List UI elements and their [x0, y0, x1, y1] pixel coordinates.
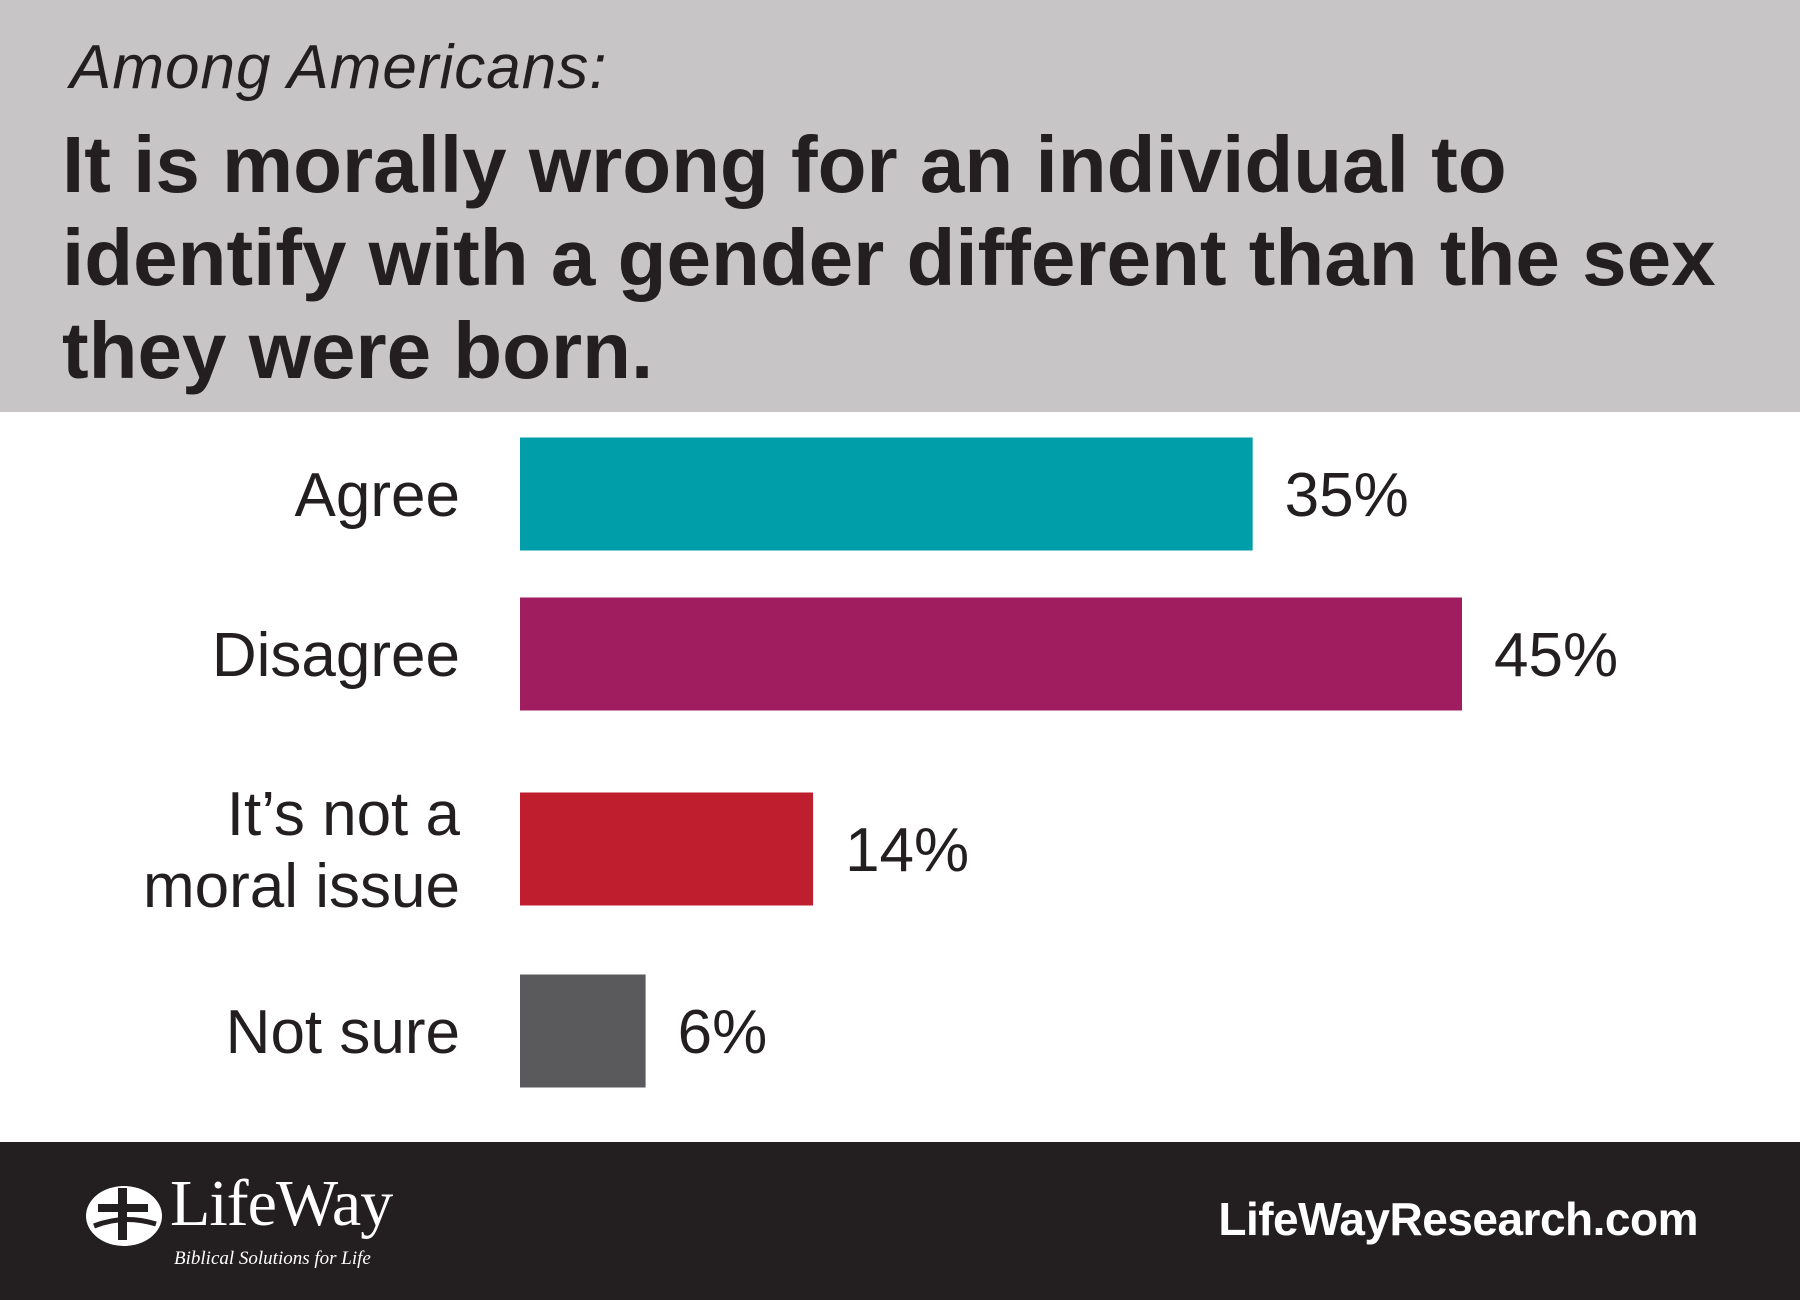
- value-label-2: 14%: [845, 816, 969, 885]
- logo-wordmark: LifeWay: [170, 1167, 393, 1240]
- chart-kicker: Among Americans:: [70, 33, 608, 102]
- website-link[interactable]: LifeWayResearch.com: [1218, 1193, 1698, 1245]
- value-label-0: 35%: [1285, 461, 1409, 530]
- value-label-1: 45%: [1494, 621, 1618, 690]
- category-label-1: Disagree: [212, 621, 460, 690]
- header-banner: Among Americans: It is morally wrong for…: [0, 0, 1800, 412]
- value-label-3: 6%: [678, 998, 768, 1067]
- bar-0: [520, 437, 1253, 551]
- bar-1: [520, 597, 1462, 711]
- chart-title: It is morally wrong for an individual to…: [62, 120, 1716, 395]
- logo-tagline: Biblical Solutions for Life: [174, 1248, 371, 1269]
- bar-3: [520, 974, 646, 1088]
- category-label-2: It’s not a moral issue: [143, 780, 461, 921]
- bar-chart: Agree 35% Disagree 45% It’s not a moral issue…: [143, 437, 1618, 1088]
- category-label-0: Agree: [295, 461, 460, 530]
- footer-bar: LifeWay Biblical Solutions for Life Life…: [0, 1142, 1800, 1300]
- lifeway-emblem-icon: [86, 1186, 162, 1246]
- bar-2: [520, 792, 814, 906]
- category-label-3: Not sure: [226, 998, 460, 1067]
- lifeway-logo[interactable]: LifeWay Biblical Solutions for Life: [84, 1164, 424, 1274]
